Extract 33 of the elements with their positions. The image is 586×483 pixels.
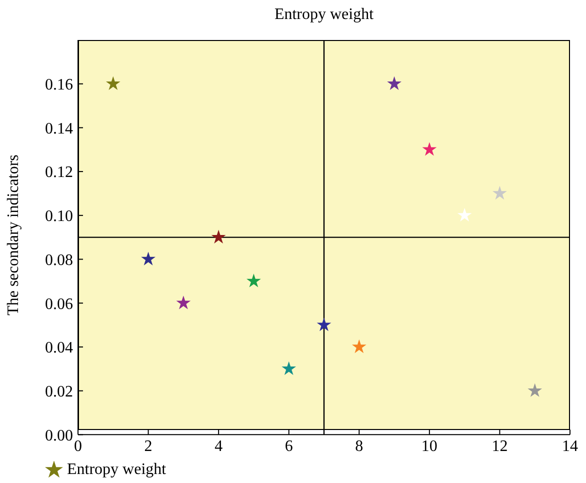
x-tick-label: 4: [214, 438, 223, 456]
point: [422, 142, 437, 156]
y-tick-label: 0.00: [45, 427, 73, 444]
point: [282, 361, 296, 375]
y-tick-label: 0.10: [45, 208, 73, 226]
point: [457, 208, 472, 222]
point: [141, 252, 156, 266]
y-tick-label: 0.02: [45, 384, 73, 400]
legend-label: Entropy weight: [67, 460, 166, 478]
point: [176, 296, 191, 310]
point: [246, 274, 261, 288]
point: [492, 186, 507, 200]
y-tick-label: 0.08: [45, 252, 73, 269]
x-tick-label: 8: [355, 438, 364, 456]
point: [316, 317, 332, 332]
point: [106, 76, 120, 90]
point: [211, 230, 226, 244]
x-tick-label: 12: [492, 438, 508, 456]
y-tick-label: 0.04: [45, 340, 73, 357]
y-axis-title: The secondary indicators: [5, 154, 23, 316]
x-tick-label: 2: [144, 438, 152, 456]
y-tick-label: 0.16: [45, 76, 73, 94]
point: [387, 76, 402, 90]
x-axis-title: Entropy weight: [273, 6, 375, 24]
point: [352, 339, 366, 354]
x-tick-label: 6: [284, 438, 293, 456]
x-tick-label: 10: [421, 438, 438, 456]
y-tick-label: 0.14: [45, 120, 73, 138]
x-tick-label: 14: [562, 438, 578, 456]
y-tick-label: 0.12: [45, 164, 73, 182]
x-tick-label: 0: [74, 438, 82, 456]
y-tick-label: 0.06: [45, 296, 73, 313]
point: [528, 383, 542, 397]
